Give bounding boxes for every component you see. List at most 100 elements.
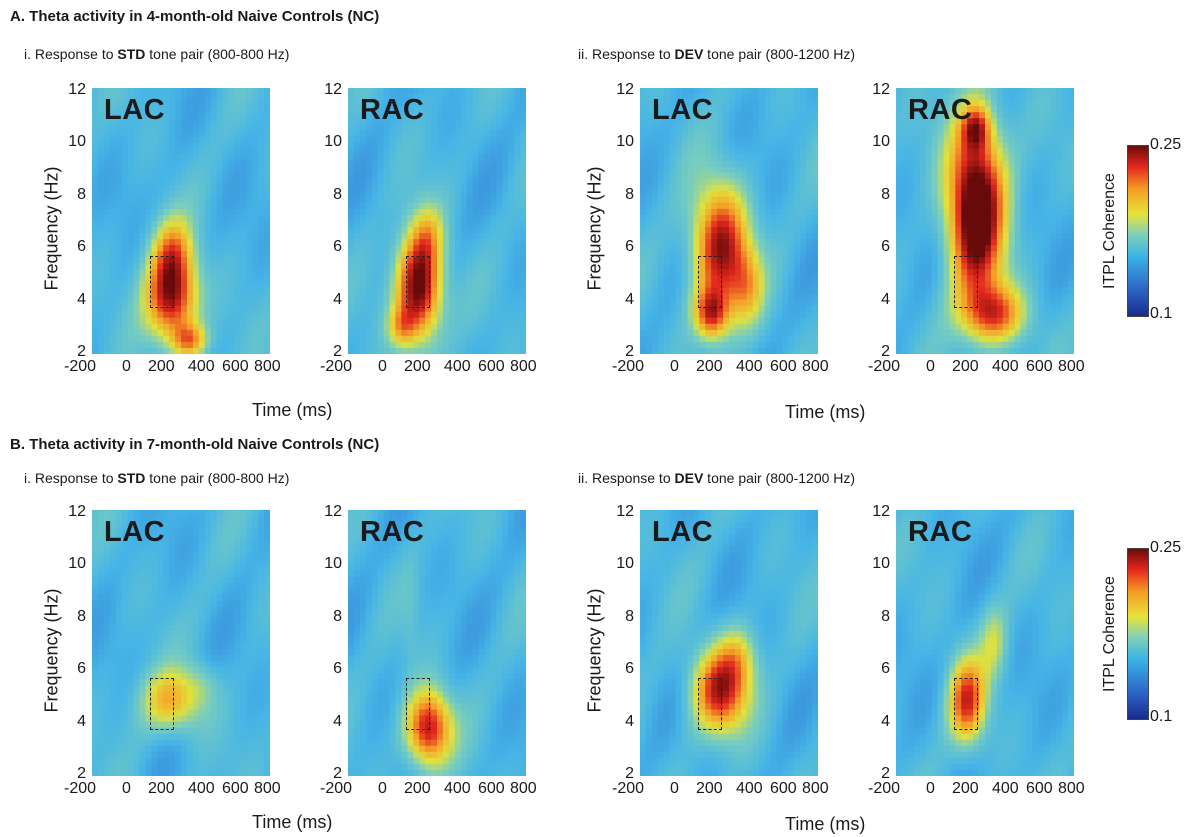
heatmap-cell (145, 239, 152, 246)
heatmap-cell (705, 136, 712, 144)
heatmap-cell (746, 299, 754, 307)
heatmap-cell (210, 100, 218, 107)
heatmap-cell (669, 293, 677, 301)
heatmap-cell (806, 341, 813, 349)
heatmap-cell (770, 148, 778, 156)
heatmap-cell (973, 148, 980, 156)
heatmap-cell (371, 275, 379, 283)
heatmap-cell (365, 118, 373, 125)
heatmap-cell (681, 106, 689, 113)
heatmap-cell (776, 190, 783, 198)
heatmap-cell (222, 257, 230, 264)
heatmap-cell (693, 335, 700, 343)
heatmap-cell (181, 335, 188, 343)
heatmap-cell (97, 178, 105, 186)
heatmap-cell (896, 112, 903, 119)
heatmap-cell (1026, 112, 1034, 119)
heatmap-cell (717, 239, 724, 246)
heatmap-cell (133, 88, 141, 95)
heatmap-cell (371, 196, 379, 204)
heatmap-cell (758, 227, 766, 234)
heatmap-cell (437, 221, 444, 228)
heatmap-cell (466, 347, 474, 354)
heatmap-cell (222, 160, 230, 168)
heatmap-cell (234, 257, 241, 264)
heatmap-cell (97, 275, 105, 283)
heatmap-cell (651, 130, 659, 137)
heatmap-cell (514, 293, 521, 301)
heatmap-cell (127, 160, 135, 168)
heatmap-cell (961, 124, 968, 131)
heatmap-cell (746, 106, 754, 113)
heatmap-cell (794, 190, 801, 198)
heatmap-cell (746, 335, 754, 343)
heatmap-cell (711, 239, 718, 246)
heatmap-cell (740, 305, 748, 313)
heatmap-cell (1014, 124, 1022, 131)
heatmap-cell (466, 124, 474, 131)
heatmap-cell (812, 335, 818, 343)
heatmap-cell (734, 239, 742, 246)
heatmap-cell (169, 184, 176, 192)
heatmap-cell (228, 233, 235, 240)
heatmap-cell (746, 293, 754, 301)
heatmap-cell (442, 196, 450, 204)
heatmap-cell (788, 221, 795, 228)
heatmap-cell (937, 233, 945, 240)
heatmap-cell (1020, 106, 1028, 113)
heatmap-cell (127, 341, 135, 349)
heatmap-cell (413, 329, 420, 337)
heatmap-cell (723, 347, 730, 354)
heatmap-cell (359, 94, 367, 101)
heatmap-cell (198, 172, 206, 180)
heatmap-cell (198, 299, 206, 307)
heatmap-cell (145, 118, 152, 125)
heatmap-cell (1068, 184, 1074, 192)
heatmap-cell (258, 263, 265, 270)
heatmap-cell (419, 311, 426, 319)
heatmap-cell (97, 166, 105, 174)
heatmap-cell (145, 136, 152, 144)
heatmap-cell (723, 281, 730, 289)
heatmap-cell (442, 221, 450, 228)
heatmap-cell (484, 293, 491, 301)
heatmap-cell (990, 239, 998, 246)
heatmap-cell (460, 293, 468, 301)
heatmap-cell (157, 112, 164, 119)
heatmap-cell (520, 329, 526, 337)
heatmap-cell (508, 305, 515, 313)
heatmap-cell (967, 263, 974, 270)
heatmap-cell (442, 202, 450, 210)
x-tick-label: -200 (320, 358, 353, 375)
heatmap-cell (466, 293, 474, 301)
heatmap-cell (681, 118, 689, 125)
heatmap-cell (717, 263, 724, 270)
heatmap-cell (472, 257, 480, 264)
heatmap-cell (955, 148, 962, 156)
heatmap-cell (1032, 124, 1039, 131)
heatmap-cell (454, 227, 462, 234)
heatmap-cell (640, 329, 647, 337)
heatmap-cell (669, 178, 677, 186)
heatmap-cell (92, 311, 99, 319)
heatmap-cell (425, 305, 432, 313)
heatmap-cell (163, 293, 170, 301)
heatmap-cell (640, 184, 647, 192)
heatmap-cell (92, 317, 99, 325)
heatmap-cell (448, 106, 456, 113)
heatmap-cell (359, 190, 367, 198)
heatmap-cell (478, 124, 486, 131)
heatmap-cell (431, 124, 438, 131)
heatmap-cell (365, 178, 373, 186)
heatmap-cell (246, 305, 253, 313)
heatmap-cell (770, 323, 778, 331)
heatmap-cell (371, 287, 379, 295)
heatmap-cell (1050, 130, 1057, 137)
heatmap-cell (1032, 239, 1039, 246)
heatmap-cell (794, 269, 801, 277)
heatmap-cell (752, 88, 760, 95)
heatmap-cell (1020, 184, 1028, 192)
heatmap-cell (145, 341, 152, 349)
heatmap-cell (740, 130, 748, 137)
heatmap-cell (985, 154, 992, 162)
